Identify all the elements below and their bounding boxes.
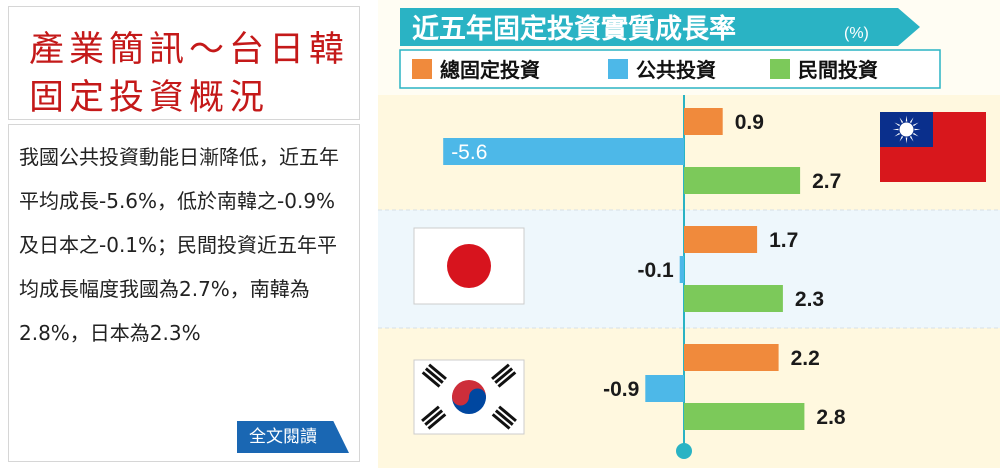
bar [684,226,758,253]
bar [684,108,723,135]
flag-trigram-bar [421,371,441,388]
legend-swatch [608,59,628,79]
legend-swatch [412,59,432,79]
legend-label: 民間投資 [798,58,878,82]
flag-trigram-bar [491,413,511,430]
flag-sun-ray [912,132,919,137]
chart-title-bar [400,8,898,46]
flag-taegeuk-swirl [469,388,486,406]
flag-sun-ray [905,136,908,144]
bar [645,375,684,402]
chart-title: 近五年固定投資實質成長率 [412,13,736,44]
data-label: -0.1 [638,259,675,282]
chart-unit: (%) [844,25,869,42]
legend-label: 公共投資 [636,58,716,82]
chart-title-arrow [898,8,920,46]
flag-trigram-bar [427,413,447,430]
data-label: -0.9 [603,378,639,401]
flag-trigram-bar [491,363,510,381]
flag-trigram-bar [498,405,517,423]
article-title-box: 產業簡訊～台日韓 固定投資概況 [8,6,360,120]
flag-trigram-bar [494,367,514,384]
flag-trigram-bar [497,371,517,388]
bar [679,256,684,283]
data-label: 2.8 [816,406,846,429]
flag-trigram-bar [494,409,514,426]
article-title-line1: 產業簡訊～台日韓 [29,30,350,70]
article-panel: 產業簡訊～台日韓 固定投資概況 我國公共投資動能日漸降低，近五年平均成長-5.6… [0,0,372,468]
legend-label: 總固定投資 [440,58,540,82]
bar [684,403,805,430]
data-label: 2.2 [791,347,820,370]
flag-sun-ray [899,135,904,142]
read-more-button[interactable]: 全文閱讀 [237,421,349,453]
article-body-box: 我國公共投資動能日漸降低，近五年平均成長-5.6%，低於南韓之-0.9%及日本之… [8,124,360,462]
legend-box [399,49,941,89]
bar [684,285,783,312]
flag-trigram-bar [428,363,447,381]
bar [684,167,801,194]
flag-trigram [421,405,447,430]
data-label: 2.7 [812,170,841,193]
flag-sun-ray [892,128,900,131]
bar [684,344,779,371]
flag-sun-ray [905,115,908,123]
flag-sun-ray [899,117,904,124]
flag-sun-ray [894,132,901,137]
data-label: -5.6 [451,141,487,164]
flag-taegeuk-swirl [452,388,469,406]
investment-chart: 近五年固定投資實質成長率 (%) 總固定投資 公共投資 民間投資 0.9 -5.6 2.7 1.… [378,8,1000,468]
flag-sun-ray [909,117,914,124]
bar [443,138,684,165]
data-label: 2.3 [795,288,824,311]
data-label: 1.7 [769,229,798,252]
flag-sun-ray [913,128,921,131]
flag-trigram-bar [424,367,444,384]
legend-swatch [770,59,790,79]
flag-trigram-bar [421,405,440,423]
flag-sun-ray [894,122,901,127]
flag-sun [898,121,915,138]
flag-trigram [421,363,447,388]
article-body-text: 我國公共投資動能日漸降低，近五年平均成長-5.6%，低於南韓之-0.9%及日本之… [19,145,339,345]
flag-trigram-bar [424,409,444,426]
zero-axis-marker [676,443,692,459]
flag-sun-ray [909,135,914,142]
chart-panel: 近五年固定投資實質成長率 (%) 總固定投資 公共投資 民間投資 0.9 -5.6 2.7 1.… [378,0,1000,468]
flag-trigram [491,405,517,430]
data-label: 0.9 [735,111,764,134]
flag-trigram [491,363,517,388]
flag-sun-ray [912,122,919,127]
flag-red-disc [447,244,491,288]
article-title-line2: 固定投資概況 [29,78,270,118]
